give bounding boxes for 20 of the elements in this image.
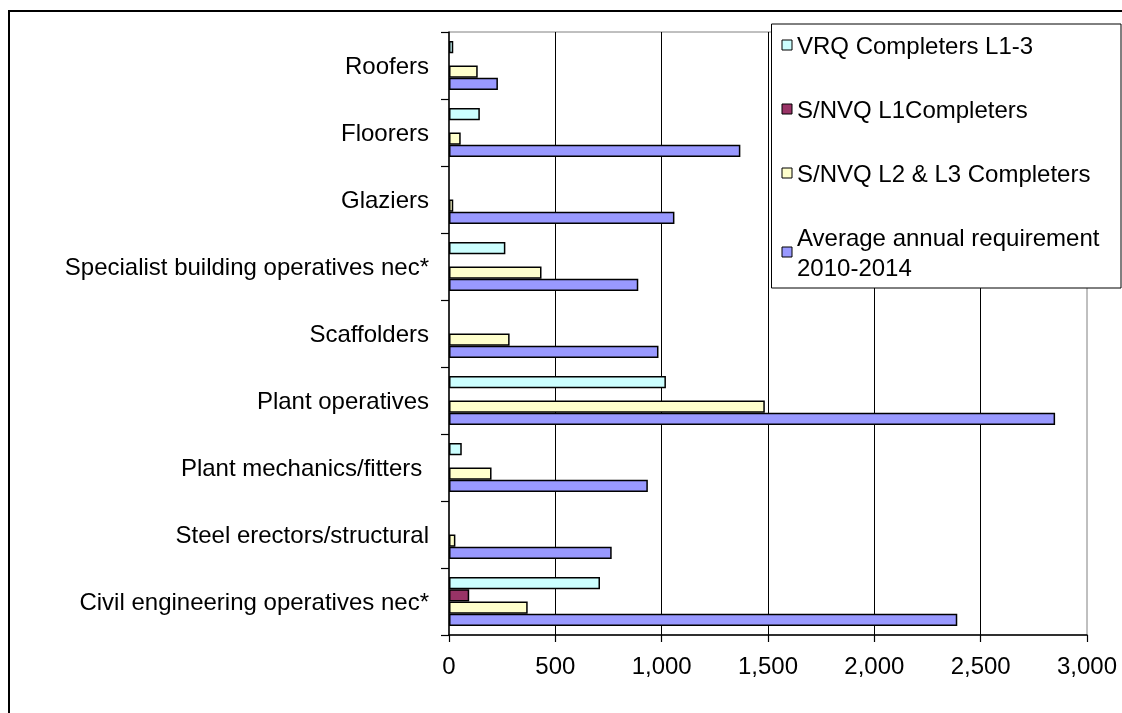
x-tick-label: 2,000 (844, 651, 905, 679)
x-tick-label: 2,500 (950, 651, 1011, 679)
x-tick-label: 0 (442, 651, 456, 679)
legend-label: Average annual requirement 2010-2014 (797, 223, 1107, 281)
x-tick-label: 3,000 (1056, 651, 1118, 679)
legend-label: VRQ Completers L1-3 (797, 31, 1034, 59)
x-tick-label: 1,000 (631, 651, 692, 679)
y-tick-label: Civil engineering operatives nec* (79, 588, 429, 615)
y-tick-label: Glaziers (340, 186, 429, 213)
y-tick-label: Plant operatives (256, 387, 429, 414)
y-tick-label: Steel erectors/structural (175, 521, 429, 548)
x-tick-label: 500 (535, 651, 576, 679)
legend-label: S/NVQ L2 & L3 Completers (797, 159, 1091, 187)
y-tick-label: Plant mechanics/fitters (180, 454, 429, 481)
legend-label: S/NVQ L1Completers (797, 95, 1028, 123)
y-tick-label: Specialist building operatives nec* (64, 253, 429, 280)
y-tick-label: Scaffolders (309, 320, 429, 347)
y-tick-label: Floorers (340, 119, 429, 146)
y-tick-label: Roofers (344, 52, 429, 79)
x-tick-label: 1,500 (737, 651, 799, 679)
